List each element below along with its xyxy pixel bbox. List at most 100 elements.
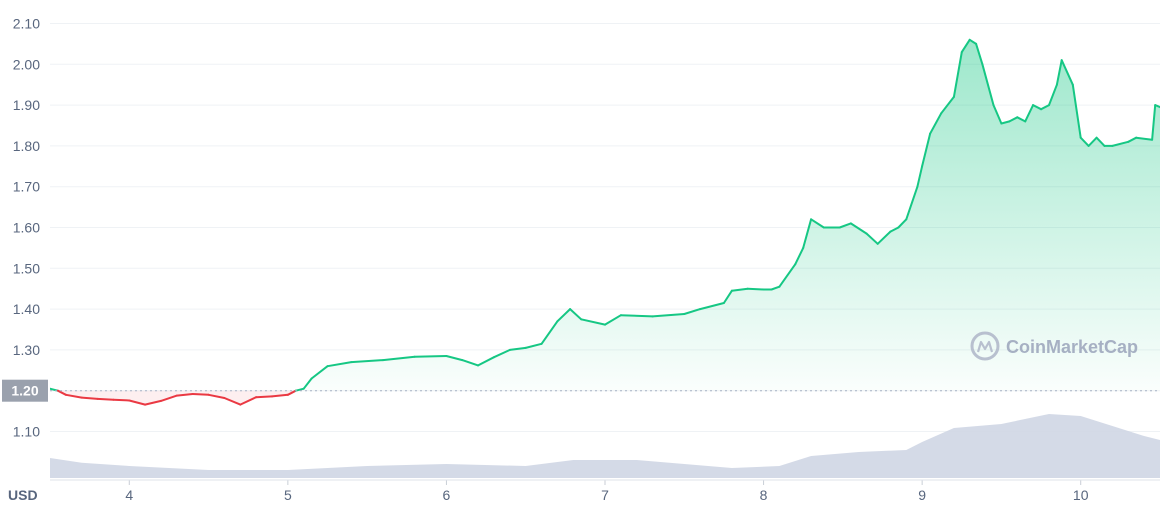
price-line-segment-up <box>1048 83 1058 107</box>
price-line-segment-up <box>778 263 797 288</box>
price-line-segment-up <box>1024 104 1035 123</box>
price-area-layer <box>50 39 1160 405</box>
price-line-segment-up <box>1154 104 1160 109</box>
y-tick-label: 1.50 <box>13 260 40 276</box>
price-line-segment-up <box>929 112 943 135</box>
price-line-segment-down <box>239 396 258 406</box>
price-line-segment-up <box>746 287 765 291</box>
price-line-segment-up <box>556 308 572 323</box>
y-tick-label: 1.70 <box>13 179 40 195</box>
price-line-segment-up <box>810 218 825 229</box>
price-line-segment-up <box>1151 104 1157 141</box>
price-line-segment-up <box>580 318 606 326</box>
price-line-segment-down <box>64 393 83 399</box>
price-line-segment-up <box>968 38 978 45</box>
price-line-segment-up <box>413 355 448 358</box>
price-line-segment-up <box>294 387 305 392</box>
y-tick-label: 1.80 <box>13 138 40 154</box>
price-line-segment-up <box>916 165 924 188</box>
coinmarketcap-logo-icon <box>970 331 1000 361</box>
price-line-segment-up <box>508 346 527 351</box>
price-line-segment-down <box>144 399 162 406</box>
price-line-segment-down <box>80 396 99 400</box>
price-line-segment-down <box>96 397 115 401</box>
price-line-segment-down <box>207 393 226 399</box>
price-line-segment-up <box>876 230 892 245</box>
x-tick-label: 7 <box>601 487 609 503</box>
price-line-segment-up <box>722 289 733 304</box>
price-line-segment-up <box>975 42 984 66</box>
price-line-segment-up <box>865 232 879 245</box>
x-tick-label: 5 <box>284 487 292 503</box>
price-line-segment-up <box>1111 140 1130 147</box>
price-line-segment-down <box>271 393 289 398</box>
price-line-segment-up <box>802 218 813 249</box>
price-line-segment-up <box>350 359 384 364</box>
y-tick-label: 2.00 <box>13 56 40 72</box>
price-line-segment-down <box>255 395 273 399</box>
price-line-segment-up <box>1127 136 1138 143</box>
price-line-segment-down <box>191 393 210 396</box>
price-line-segment-up <box>770 285 781 291</box>
price-line-segment-up <box>1032 104 1043 111</box>
price-line-segment-up <box>326 361 353 368</box>
y-tick-label: 2.10 <box>13 16 40 32</box>
price-line-segment-up <box>569 308 583 321</box>
price-line-segment-up <box>302 377 313 390</box>
price-line-segment-up <box>838 222 852 229</box>
price-area-below-fill <box>50 390 1160 405</box>
price-line-segment-up <box>310 365 329 380</box>
price-line-segment-up <box>604 314 622 326</box>
price-line-segment-up <box>651 313 686 318</box>
price-line-segment-up <box>382 355 416 362</box>
price-line-segment-up <box>1135 136 1154 141</box>
price-line-segment-up <box>1055 59 1063 86</box>
y-axis: 1.10 1.30 1.40 1.50 1.60 1.70 1.80 1.90 2.00 2.10 <box>13 16 40 440</box>
x-tick-label: 9 <box>918 487 926 503</box>
price-line-segment-up <box>921 132 932 168</box>
price-line-segment-up <box>461 359 480 367</box>
price-area-fill <box>50 39 1160 391</box>
y-tick-label: 1.30 <box>13 342 40 358</box>
price-line-segment-up <box>699 302 725 311</box>
y-tick-label: 1.10 <box>13 424 40 440</box>
price-line-segment-up <box>889 226 900 233</box>
price-line-segment-up <box>897 218 908 229</box>
watermark: CoinMarketCap <box>970 331 1138 361</box>
price-line-segment-down <box>160 394 178 402</box>
price-line-segment-up <box>1000 120 1011 125</box>
x-tick-label: 8 <box>760 487 768 503</box>
volume-area-layer <box>50 414 1160 478</box>
price-line-segment-down <box>286 389 297 396</box>
x-axis: 4 5 6 7 8 9 10 USD <box>8 479 1160 503</box>
price-line-segment-down <box>128 399 147 406</box>
price-line-segment-up <box>1079 136 1090 147</box>
price-line-segment-up <box>524 342 543 349</box>
y-tick-label: 1.60 <box>13 220 40 236</box>
price-line-segment-up <box>905 185 919 221</box>
reference-label-bg <box>2 379 48 402</box>
watermark-text: CoinMarketCap <box>1006 337 1138 357</box>
price-line-segment-down <box>56 389 67 396</box>
x-tick-label: 4 <box>125 487 133 503</box>
price-line-segment-down <box>175 393 194 397</box>
price-line-segment-up <box>1071 83 1082 139</box>
price-line-segment-up <box>849 222 868 235</box>
y-tick-label: 1.40 <box>13 301 40 317</box>
y-tick-label: 1.90 <box>13 97 40 113</box>
price-line-segment-up <box>1087 136 1098 147</box>
price-line-segment-up <box>540 320 559 345</box>
price-line-segment-up <box>981 63 995 107</box>
coinmarketcap-logo-mark <box>976 340 994 353</box>
price-line-segment-up <box>619 314 654 318</box>
price-line-segment-up <box>1016 116 1027 123</box>
price-line-segment-up <box>1060 59 1074 86</box>
price-line-segment-up <box>1095 136 1106 147</box>
price-line-segment-down <box>223 397 242 406</box>
price-line-segment-up <box>683 308 702 315</box>
price-line-segment-up <box>477 356 495 367</box>
x-tick-label: 10 <box>1073 487 1089 503</box>
price-line-segment-up <box>960 38 971 54</box>
reference-line-layer: 1.20 <box>2 379 1160 402</box>
